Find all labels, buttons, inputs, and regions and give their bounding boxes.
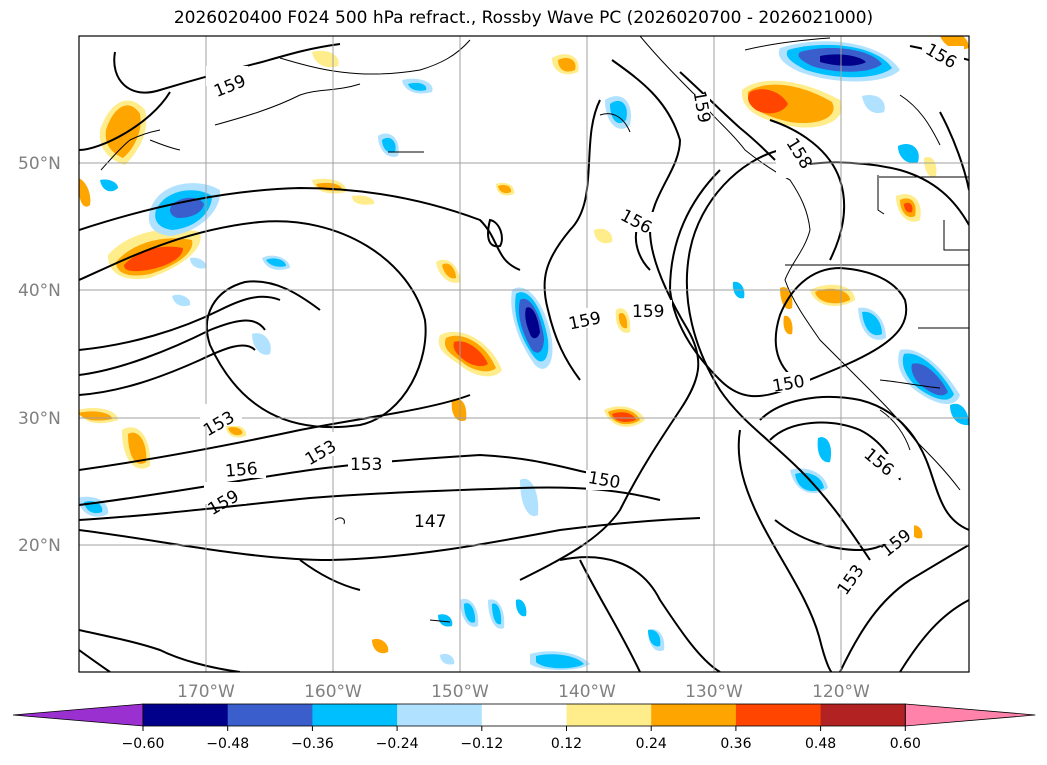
lon-label-120w: 120°W [812,682,870,702]
map-frame [78,35,970,673]
colorbar-extend-high [904,703,1036,727]
colorbar-segment [397,704,483,726]
contour-label-14: 147 [414,512,446,532]
lon-label-150w: 150°W [431,682,489,702]
anomaly-shading [79,36,969,670]
colorbar-tick-label: 0.36 [720,736,751,752]
contour-label-6: 159 [632,302,664,322]
lat-label-20n: 20°N [18,536,61,556]
map-title: 2026020400 F024 500 hPa refract., Rossby… [173,8,874,28]
colorbar-tick-label: −0.24 [376,736,419,752]
colorbar-segment [312,704,398,726]
colorbar-tick-label: −0.60 [122,736,165,752]
colorbar-segment [735,704,822,726]
colorbar-border [142,703,906,727]
lon-label-170w: 170°W [177,682,235,702]
colorbar-tick-label: −0.36 [291,736,334,752]
colorbar-extend-low [12,703,144,727]
colorbar-tick-label: 0.48 [805,736,836,752]
lon-label-160w: 160°W [304,682,362,702]
longitude-labels: 170°W 160°W 150°W 140°W 130°W 120°W [177,682,870,702]
lon-label-140w: 140°W [558,682,616,702]
contour-lines [79,43,969,672]
lat-label-50n: 50°N [18,154,61,174]
colorbar-tick-label: 0.12 [551,736,582,752]
latitude-labels: 50°N 40°N 30°N 20°N [18,154,61,556]
colorbar: −0.60 −0.48 −0.36 −0.24 −0.12 0.12 0.24 0.36 0.4… [12,703,1036,752]
colorbar-segment [227,704,313,726]
lon-label-130w: 130°W [685,682,743,702]
colorbar-segment [143,704,229,726]
lat-label-30n: 30°N [18,409,61,429]
colorbar-tick-label: −0.12 [460,736,503,752]
colorbar-segment [566,704,652,726]
colorbar-tick-label: 0.60 [890,736,921,752]
plot-area [79,36,969,672]
colorbar-segment [820,704,906,726]
colorbar-segment [481,704,567,726]
contour-label-10: 156 [224,459,258,482]
colorbar-tick-label: −0.48 [206,736,249,752]
lat-label-40n: 40°N [18,281,61,301]
colorbar-segment [651,704,737,726]
colorbar-tick-label: 0.24 [636,736,667,752]
contour-label-11: 153 [350,455,382,475]
